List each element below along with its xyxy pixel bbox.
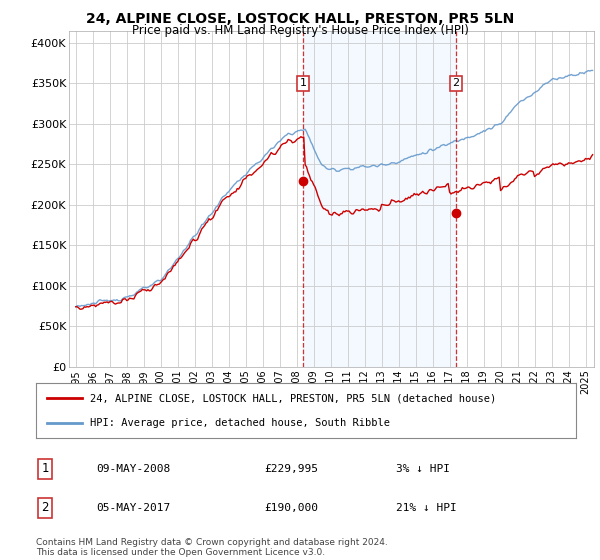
Text: Contains HM Land Registry data © Crown copyright and database right 2024.
This d: Contains HM Land Registry data © Crown c…: [36, 538, 388, 557]
Text: 21% ↓ HPI: 21% ↓ HPI: [396, 503, 457, 513]
Bar: [303, 31, 456, 367]
Text: 1: 1: [299, 78, 307, 88]
Text: 24, ALPINE CLOSE, LOSTOCK HALL, PRESTON, PR5 5LN (detached house): 24, ALPINE CLOSE, LOSTOCK HALL, PRESTON,…: [90, 394, 496, 403]
Text: £190,000: £190,000: [264, 503, 318, 513]
Text: 3% ↓ HPI: 3% ↓ HPI: [396, 464, 450, 474]
Text: HPI: Average price, detached house, South Ribble: HPI: Average price, detached house, Sout…: [90, 418, 390, 427]
Text: 1: 1: [41, 462, 49, 475]
Text: 09-MAY-2008: 09-MAY-2008: [96, 464, 170, 474]
Text: 05-MAY-2017: 05-MAY-2017: [96, 503, 170, 513]
Text: 24, ALPINE CLOSE, LOSTOCK HALL, PRESTON, PR5 5LN: 24, ALPINE CLOSE, LOSTOCK HALL, PRESTON,…: [86, 12, 514, 26]
Text: Price paid vs. HM Land Registry's House Price Index (HPI): Price paid vs. HM Land Registry's House …: [131, 24, 469, 37]
Text: 2: 2: [452, 78, 460, 88]
Text: 2: 2: [41, 501, 49, 515]
Text: £229,995: £229,995: [264, 464, 318, 474]
